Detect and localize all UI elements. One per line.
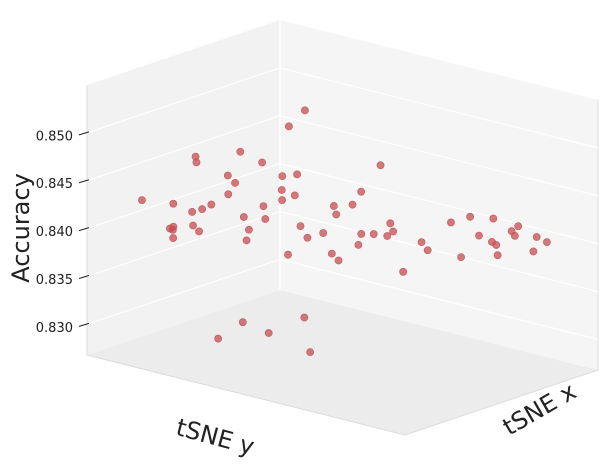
point [231, 178, 239, 187]
point [239, 213, 248, 221]
point [334, 256, 343, 265]
point [529, 247, 538, 256]
z-tick-label: 0.840 [36, 225, 73, 240]
point [357, 230, 366, 238]
point [386, 219, 395, 228]
point [296, 222, 305, 231]
point [223, 171, 232, 180]
z-tick [78, 179, 90, 184]
point [169, 234, 178, 242]
z-tick-label: 0.845 [36, 177, 73, 192]
point [207, 200, 216, 209]
point [457, 253, 465, 262]
point [284, 122, 293, 131]
point [245, 225, 253, 234]
z-tick-label: 0.830 [36, 321, 73, 336]
point [332, 210, 341, 219]
point [389, 227, 398, 236]
grid-line [86, 258, 599, 340]
point [264, 329, 273, 337]
point [188, 208, 197, 216]
point [532, 233, 541, 241]
point [277, 186, 286, 194]
point [300, 313, 309, 322]
point [165, 224, 174, 233]
point [303, 233, 312, 242]
point [238, 318, 247, 327]
point [195, 227, 203, 236]
point [278, 172, 287, 181]
z-tick [78, 227, 90, 232]
point [189, 221, 197, 230]
point [354, 241, 363, 249]
grid-line [86, 67, 599, 149]
point [236, 147, 245, 156]
z-tick [78, 275, 90, 279]
z-tick-label: 0.835 [36, 273, 73, 288]
point [319, 229, 328, 237]
point [214, 334, 223, 343]
panes [86, 20, 599, 436]
point [169, 199, 178, 208]
point [466, 212, 475, 221]
point [489, 214, 498, 223]
point [348, 200, 357, 209]
point [417, 238, 426, 247]
y-axis-label: tSNE y [173, 413, 257, 461]
point [261, 215, 270, 223]
z-axis-label: Accuracy [7, 173, 35, 283]
point [369, 230, 378, 238]
point [357, 187, 366, 196]
point [399, 267, 408, 276]
point [492, 241, 501, 249]
point [198, 205, 207, 214]
point [293, 170, 301, 179]
point [259, 202, 268, 211]
z-tick-label: 0.850 [36, 129, 73, 144]
z-tick [78, 131, 90, 136]
point [543, 238, 551, 247]
point [329, 202, 338, 210]
grid-line [86, 115, 599, 197]
point [258, 158, 266, 167]
floor-pane [87, 290, 598, 435]
point [376, 161, 385, 170]
point [475, 231, 483, 240]
back-pane [280, 20, 598, 370]
point [327, 249, 336, 258]
point [290, 191, 299, 200]
left-pane [87, 20, 280, 355]
point [242, 236, 251, 245]
grid-line [86, 210, 599, 293]
pane-edge [86, 85, 599, 436]
point [514, 222, 523, 231]
points [138, 106, 551, 357]
point [383, 232, 392, 240]
z-tick [78, 322, 90, 327]
point [507, 227, 516, 236]
point [278, 196, 286, 204]
point [224, 190, 233, 199]
point [493, 251, 502, 260]
point [301, 106, 309, 115]
point [447, 218, 455, 227]
axes: 0.830 0.835 0.840 0.845 0.850 [36, 129, 90, 336]
point [306, 348, 315, 357]
point [284, 250, 292, 259]
point [138, 196, 146, 204]
point [423, 246, 432, 255]
point [191, 152, 200, 161]
